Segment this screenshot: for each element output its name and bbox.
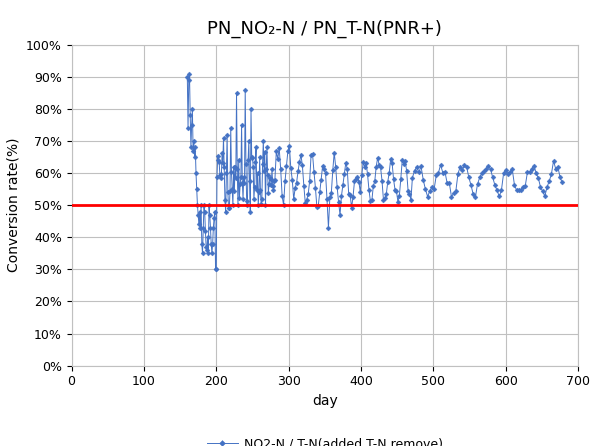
X-axis label: day: day	[312, 394, 338, 408]
Title: PN_NO₂-N / PN_T-N(PNR+): PN_NO₂-N / PN_T-N(PNR+)	[207, 20, 442, 38]
NO2-N / T-N(added T-N remove)	[212, 267, 219, 272]
NO2-N / T-N(added T-N remove)	[405, 188, 412, 193]
NO2-N / T-N(added T-N remove)	[186, 71, 193, 76]
NO2-N / T-N(added T-N remove)	[491, 182, 498, 188]
NO2-N / T-N(added T-N remove)	[184, 74, 191, 79]
Legend: NO2-N / T-N(added T-N remove): NO2-N / T-N(added T-N remove)	[201, 433, 448, 446]
Line: NO2-N / T-N(added T-N remove): NO2-N / T-N(added T-N remove)	[185, 72, 564, 271]
NO2-N / T-N(added T-N remove)	[558, 180, 566, 185]
NO2-N / T-N(added T-N remove)	[335, 199, 342, 205]
NO2-N / T-N(added T-N remove)	[210, 215, 218, 221]
NO2-N / T-N(added T-N remove)	[213, 267, 220, 272]
NO2-N / T-N(added T-N remove)	[215, 157, 222, 163]
Y-axis label: Conversion rate(%): Conversion rate(%)	[7, 138, 20, 273]
